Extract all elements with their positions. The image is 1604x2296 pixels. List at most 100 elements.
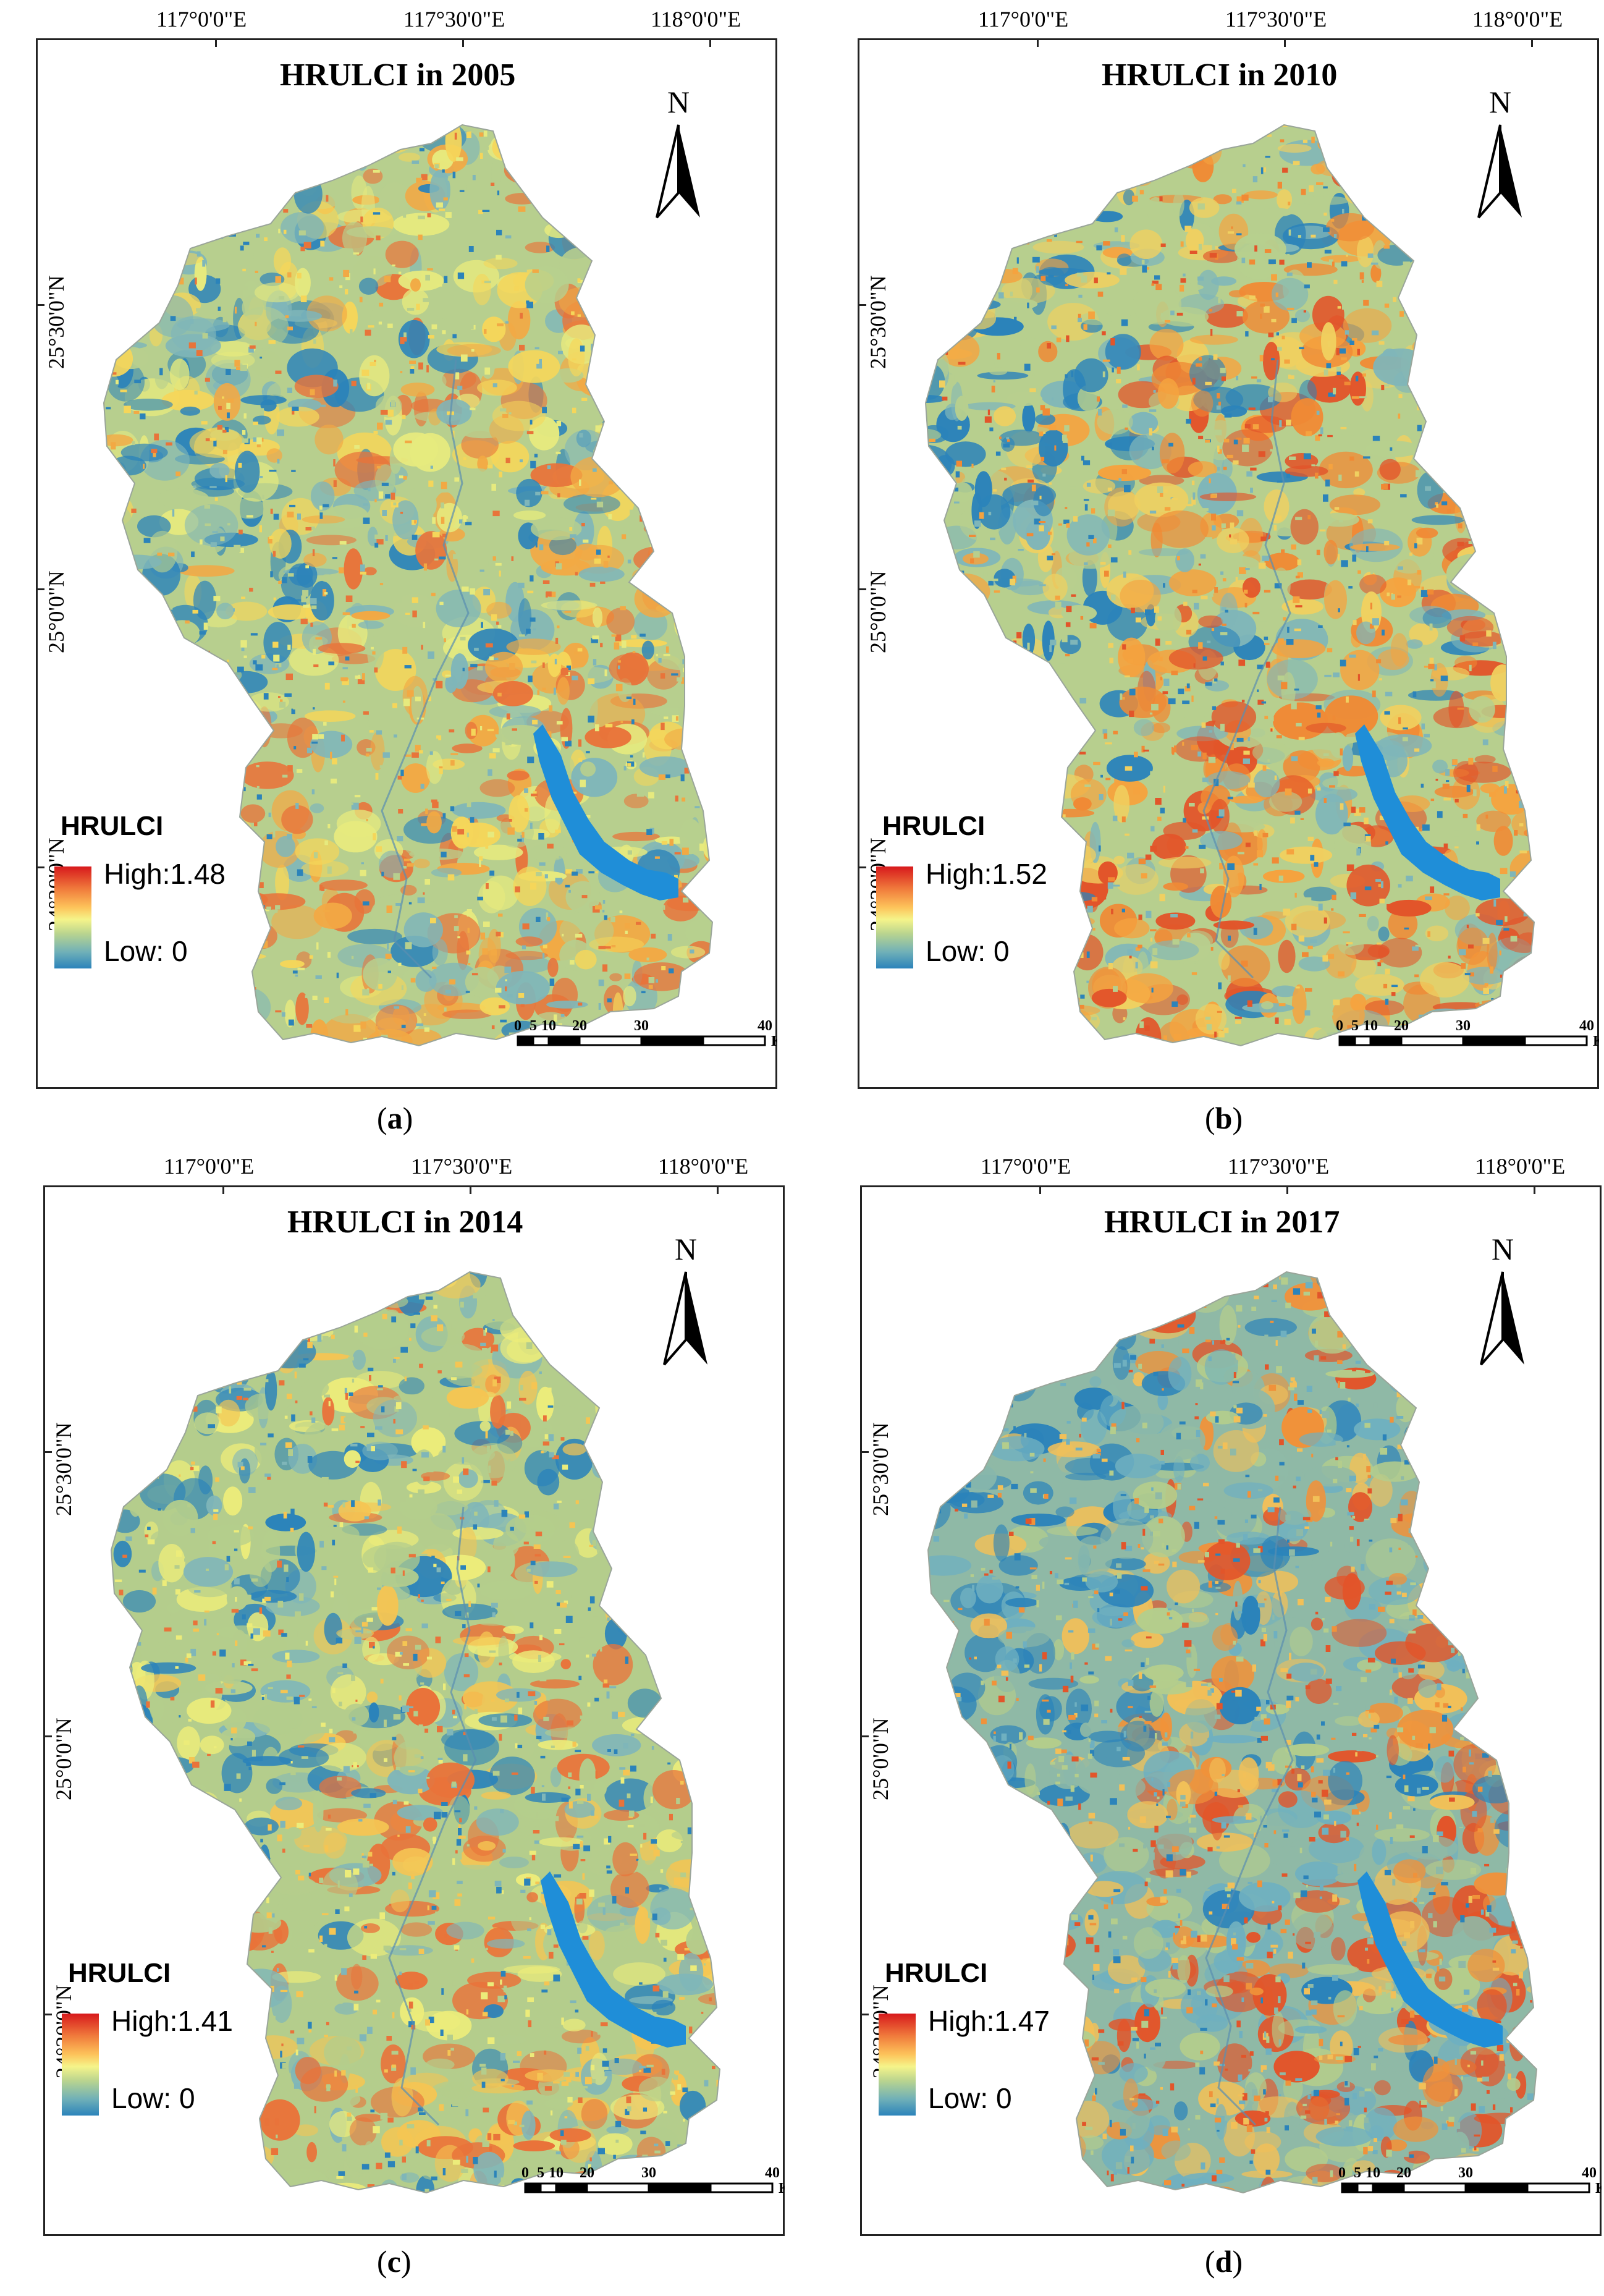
raster-speckle [1039, 496, 1042, 499]
raster-speckle [1079, 698, 1087, 704]
scalebar-unit: Km [1593, 1033, 1599, 1049]
raster-speckle [595, 425, 603, 432]
raster-speckle [1168, 698, 1176, 705]
raster-speckle [1310, 939, 1317, 943]
raster-speckle [602, 910, 605, 913]
raster-cell [240, 804, 266, 823]
raster-speckle [99, 170, 104, 173]
raster-speckle [104, 318, 108, 321]
raster-speckle [604, 1026, 609, 1029]
raster-speckle [166, 442, 172, 446]
raster-speckle [157, 286, 164, 290]
raster-speckle [1112, 367, 1114, 373]
raster-cell [324, 997, 378, 1024]
raster-speckle [1046, 239, 1052, 242]
raster-speckle [191, 708, 194, 714]
raster-speckle [471, 349, 475, 352]
raster-speckle [1331, 908, 1334, 911]
raster-speckle [554, 687, 556, 695]
raster-speckle [232, 981, 237, 989]
raster-speckle [442, 330, 446, 334]
raster-cell [1011, 700, 1061, 726]
raster-cell [111, 1409, 136, 1451]
raster-cell [989, 215, 1041, 241]
raster-speckle [1271, 318, 1277, 323]
raster-speckle [536, 363, 542, 369]
raster-speckle [1055, 991, 1057, 994]
raster-speckle [403, 698, 410, 706]
raster-speckle [944, 925, 950, 930]
raster-cell [1359, 574, 1387, 595]
raster-speckle [141, 891, 147, 894]
raster-cell [674, 602, 712, 644]
raster-speckle [691, 338, 699, 345]
raster-speckle [308, 796, 311, 803]
raster-speckle [1520, 425, 1526, 431]
raster-speckle [1016, 239, 1019, 242]
raster-cell [379, 182, 412, 218]
raster-speckle [177, 1009, 184, 1015]
raster-speckle [156, 997, 159, 1003]
raster-cell [184, 504, 238, 546]
raster-speckle [1007, 980, 1011, 984]
raster-speckle [528, 676, 533, 682]
raster-speckle [185, 801, 191, 804]
raster-speckle [253, 141, 261, 148]
raster-speckle [493, 658, 499, 660]
raster-speckle [535, 491, 541, 496]
raster-speckle [151, 785, 155, 792]
raster-speckle [385, 535, 388, 541]
raster-speckle [1361, 280, 1364, 283]
raster-speckle [702, 373, 704, 376]
raster-speckle [1261, 701, 1267, 704]
raster-speckle [604, 946, 611, 949]
raster-speckle [402, 415, 406, 420]
raster-speckle [1068, 171, 1074, 178]
raster-cell [1320, 255, 1361, 263]
raster-speckle [603, 561, 609, 568]
raster-speckle [213, 596, 221, 601]
raster-speckle [1210, 329, 1213, 336]
raster-speckle [1171, 747, 1175, 755]
raster-speckle [419, 750, 423, 754]
raster-speckle [651, 334, 657, 342]
raster-speckle [474, 648, 479, 651]
raster-cell [1494, 446, 1529, 460]
raster-cell [664, 566, 686, 597]
raster-speckle [1256, 379, 1262, 383]
raster-speckle [426, 365, 429, 373]
basin-raster [926, 125, 1534, 1046]
raster-speckle [283, 209, 289, 213]
raster-speckle [275, 276, 281, 283]
raster-speckle [1104, 733, 1108, 739]
raster-speckle [1328, 159, 1333, 164]
raster-speckle [488, 561, 494, 566]
raster-speckle [1339, 520, 1343, 523]
raster-speckle [150, 206, 155, 210]
raster-speckle [378, 491, 384, 499]
raster-cell [221, 166, 263, 175]
raster-speckle [1202, 606, 1209, 609]
raster-speckle [1496, 920, 1503, 925]
raster-speckle [1217, 1010, 1222, 1013]
raster-speckle [171, 704, 174, 712]
raster-speckle [984, 711, 990, 719]
raster-speckle [189, 473, 194, 481]
raster-speckle [380, 410, 388, 415]
raster-speckle [205, 800, 213, 807]
raster-speckle [470, 588, 476, 595]
raster-speckle [612, 337, 619, 344]
raster-speckle [1162, 691, 1168, 695]
raster-cell [163, 735, 182, 750]
raster-speckle [124, 405, 131, 413]
raster-speckle [1213, 354, 1218, 360]
raster-speckle [241, 644, 245, 651]
raster-cell [1411, 515, 1465, 525]
raster-cell [289, 563, 313, 586]
raster-speckle [1124, 485, 1131, 493]
raster-speckle [1473, 350, 1476, 358]
raster-speckle [196, 308, 203, 312]
raster-speckle [1198, 563, 1201, 566]
raster-speckle [542, 662, 545, 668]
raster-cell [665, 433, 712, 443]
